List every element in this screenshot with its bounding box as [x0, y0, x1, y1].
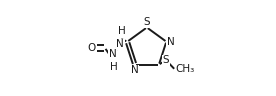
Text: S: S: [144, 17, 150, 27]
Text: N: N: [109, 49, 117, 59]
Text: H: H: [118, 26, 125, 36]
Text: N: N: [116, 39, 124, 49]
Text: H: H: [110, 62, 118, 72]
Text: S: S: [163, 55, 169, 65]
Text: N: N: [167, 37, 175, 47]
Text: CH₃: CH₃: [175, 64, 195, 74]
Text: N: N: [131, 65, 139, 75]
Text: O: O: [88, 43, 96, 53]
